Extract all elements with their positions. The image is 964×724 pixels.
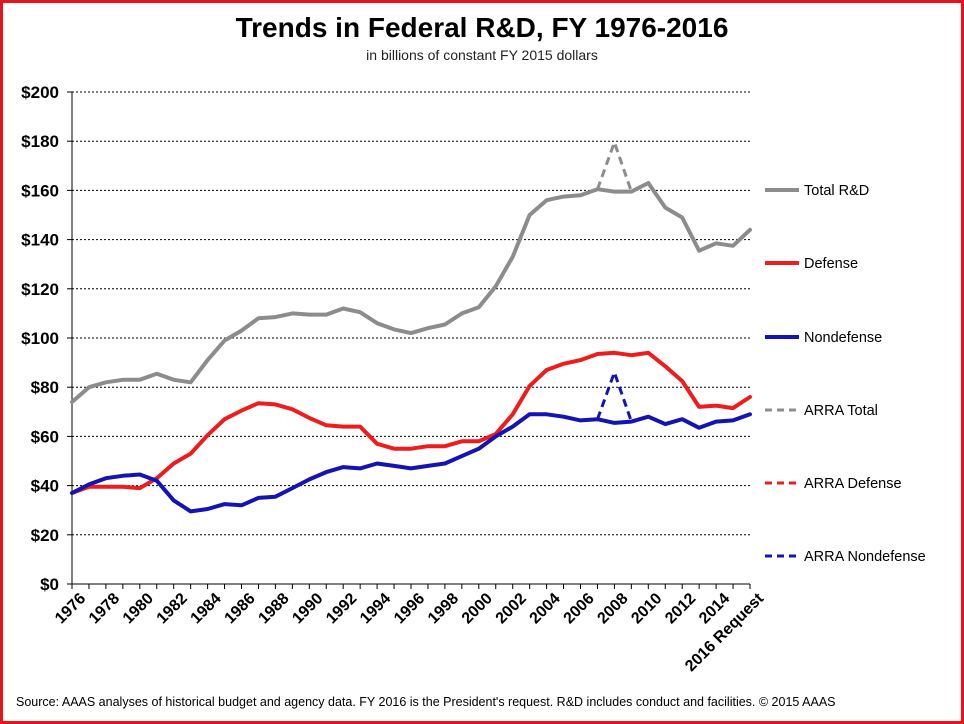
x-tick-label: 1980 <box>120 590 157 627</box>
y-tick-label: $40 <box>31 477 59 496</box>
legend-label-defense: Defense <box>804 256 858 272</box>
x-tick-label: 2004 <box>527 590 564 627</box>
x-tick-label: 1988 <box>255 590 292 627</box>
legend-label-total-r-d: Total R&D <box>804 183 869 199</box>
y-tick-label: $100 <box>21 329 59 348</box>
x-tick-label: 1986 <box>221 590 258 627</box>
x-tick-label: 2006 <box>560 590 597 627</box>
y-tick-label: $140 <box>21 231 59 250</box>
arra-total-line <box>596 140 633 193</box>
x-tick-label: 2002 <box>493 590 530 627</box>
x-tick-label: 1994 <box>357 590 394 627</box>
nondefense-line <box>70 412 752 514</box>
defense-line <box>70 350 752 495</box>
x-tick-label: 1982 <box>154 590 191 627</box>
x-tick-label: 2012 <box>662 590 699 627</box>
x-tick-label: 1990 <box>289 590 326 627</box>
source-note: Source: AAAS analyses of historical budg… <box>16 695 836 709</box>
chart-title: Trends in Federal R&D, FY 1976-2016 <box>235 12 729 43</box>
legend-label-arra-nondefense: ARRA Nondefense <box>804 549 926 565</box>
arra-nondefense-line <box>596 370 633 423</box>
y-tick-label: $80 <box>31 378 59 397</box>
legend-label-arra-defense: ARRA Defense <box>804 476 902 492</box>
x-tick-label: 2000 <box>459 590 496 627</box>
chart-subtitle: in billions of constant FY 2015 dollars <box>366 47 598 63</box>
y-tick-label: $0 <box>40 575 59 594</box>
x-tick-label: 1978 <box>86 590 123 627</box>
y-tick-label: $60 <box>31 427 59 446</box>
x-tick-label: 2008 <box>594 590 631 627</box>
x-tick-label: 2010 <box>628 590 665 627</box>
y-tick-label: $200 <box>21 83 59 102</box>
x-tick-label: 1992 <box>323 590 360 627</box>
total-r-d-line <box>70 181 752 404</box>
y-tick-label: $160 <box>21 181 59 200</box>
y-tick-label: $20 <box>31 526 59 545</box>
series-lines <box>70 140 752 514</box>
x-tick-label: 1984 <box>188 590 225 627</box>
legend-label-nondefense: Nondefense <box>804 330 882 346</box>
y-tick-label: $180 <box>21 132 59 151</box>
y-tick-label: $120 <box>21 280 59 299</box>
x-tick-label: 1998 <box>425 590 462 627</box>
x-tick-label: 1976 <box>52 590 89 627</box>
legend: Total R&D Defense Nondefense ARRA Total ARRA… <box>765 183 926 565</box>
x-tick-label: 1996 <box>391 590 428 627</box>
legend-label-arra-total: ARRA Total <box>804 403 878 419</box>
